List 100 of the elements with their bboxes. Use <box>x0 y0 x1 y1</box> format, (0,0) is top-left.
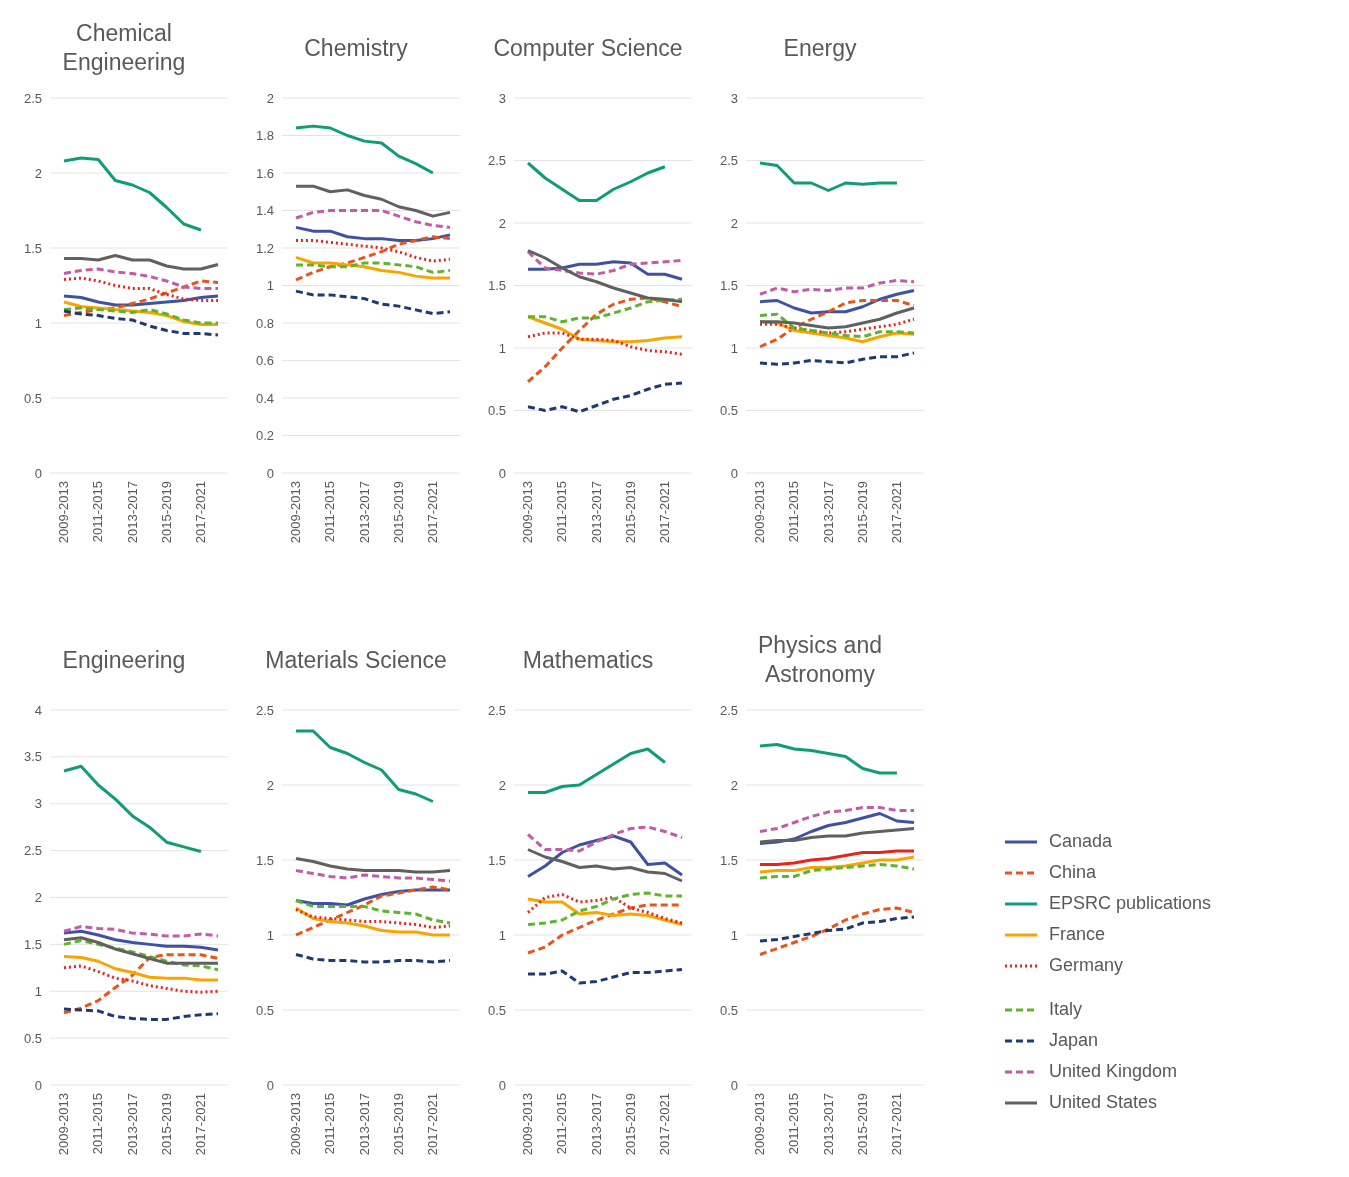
line-series <box>758 317 916 335</box>
chart-title: Physics and Astronomy <box>757 631 883 689</box>
y-tick-label: 2.5 <box>719 153 738 169</box>
y-tick-label: 2 <box>730 215 738 231</box>
y-tick-label: 1 <box>266 278 274 294</box>
y-tick-label: 0 <box>498 465 506 481</box>
y-tick-label: 1 <box>34 983 42 999</box>
x-tick-label: 2015-2019 <box>390 481 406 544</box>
y-tick-label: 0.5 <box>23 390 42 406</box>
x-tick-label: 2015-2019 <box>158 481 174 544</box>
y-tick-label: 0.5 <box>719 1002 738 1018</box>
x-tick-label: 2013-2017 <box>356 1093 372 1156</box>
line-series <box>526 250 684 276</box>
x-tick-label: 2011-2015 <box>322 1093 338 1155</box>
legend-label: Canada <box>1049 831 1113 852</box>
y-tick-label: 0 <box>498 1077 506 1093</box>
line-series <box>62 276 220 302</box>
y-tick-label: 1 <box>34 315 42 331</box>
y-tick-label: 1 <box>498 927 506 943</box>
x-tick-label: 2017-2021 <box>425 481 441 544</box>
y-tick-label: 1.4 <box>255 203 274 219</box>
line-series <box>758 855 916 874</box>
legend-label: EPSRC publications <box>1049 893 1212 914</box>
y-tick-label: 1.8 <box>255 128 274 144</box>
line-series <box>294 124 435 175</box>
x-tick-label: 2009-2013 <box>56 481 72 544</box>
x-tick-label: 2017-2021 <box>425 1093 441 1156</box>
chart-title: Engineering <box>61 645 187 675</box>
line-series <box>294 255 452 280</box>
x-tick-label: 2009-2013 <box>752 1093 768 1156</box>
line-series <box>294 184 452 218</box>
line-series <box>526 297 684 324</box>
x-tick-label: 2015-2019 <box>854 481 870 544</box>
legend-label: France <box>1049 924 1106 945</box>
x-tick-label: 2015-2019 <box>158 1093 174 1156</box>
y-tick-label: 2.5 <box>23 843 42 859</box>
y-tick-label: 0 <box>34 465 42 481</box>
line-series <box>758 289 916 315</box>
x-tick-label: 2009-2013 <box>520 481 536 544</box>
y-tick-label: 3.5 <box>23 749 42 765</box>
x-tick-label: 2011-2015 <box>90 1093 106 1155</box>
y-tick-label: 2 <box>266 90 274 106</box>
y-tick-label: 1.2 <box>255 240 274 256</box>
x-tick-label: 2011-2015 <box>90 481 106 543</box>
line-series <box>294 953 452 964</box>
line-series <box>526 249 684 304</box>
y-tick-label: 1.6 <box>255 165 274 181</box>
y-tick-label: 3 <box>498 90 506 106</box>
chart-title: Materials Science <box>264 645 448 675</box>
legend-label: United Kingdom <box>1049 1061 1178 1082</box>
line-series <box>62 929 220 952</box>
line-series <box>294 261 452 274</box>
line-series <box>62 294 220 307</box>
line-series <box>526 825 684 853</box>
line-series <box>758 806 916 833</box>
x-tick-label: 2013-2017 <box>588 481 604 544</box>
y-tick-label: 2.5 <box>719 702 738 718</box>
x-tick-label: 2013-2017 <box>124 1093 140 1156</box>
x-tick-label: 2017-2021 <box>193 481 209 544</box>
x-tick-label: 2011-2015 <box>322 481 338 543</box>
y-tick-label: 1.5 <box>23 240 42 256</box>
y-tick-label: 1.5 <box>719 852 738 868</box>
y-tick-label: 0.4 <box>255 390 274 406</box>
x-tick-label: 2009-2013 <box>288 1093 304 1156</box>
y-tick-label: 1.5 <box>255 852 274 868</box>
line-series <box>62 309 220 337</box>
x-tick-label: 2011-2015 <box>786 1093 802 1155</box>
x-tick-label: 2015-2019 <box>622 481 638 544</box>
x-tick-label: 2011-2015 <box>554 1093 570 1155</box>
line-series <box>62 254 220 271</box>
y-tick-label: 2.5 <box>487 153 506 169</box>
y-tick-label: 1.5 <box>719 278 738 294</box>
line-series <box>526 381 684 414</box>
x-tick-label: 2009-2013 <box>56 1093 72 1156</box>
legend-label: China <box>1049 862 1097 883</box>
legend-label: United States <box>1049 1092 1158 1113</box>
y-tick-label: 1.5 <box>487 852 506 868</box>
line-series <box>62 306 220 325</box>
line-series <box>294 906 452 937</box>
y-tick-label: 0.5 <box>255 1002 274 1018</box>
line-series <box>294 239 452 263</box>
line-series <box>294 729 435 803</box>
line-series <box>526 848 684 883</box>
line-series <box>758 306 916 330</box>
line-series <box>758 863 916 880</box>
line-series <box>62 267 220 290</box>
y-tick-label: 2 <box>498 215 506 231</box>
y-tick-label: 0 <box>34 1077 42 1093</box>
line-series <box>62 964 220 994</box>
chart-title: Energy <box>782 33 858 63</box>
line-series <box>62 279 220 317</box>
y-tick-label: 1 <box>266 927 274 943</box>
x-tick-label: 2009-2013 <box>288 481 304 544</box>
x-tick-label: 2015-2019 <box>622 1093 638 1156</box>
y-tick-label: 0.5 <box>719 403 738 419</box>
y-tick-label: 1 <box>730 927 738 943</box>
line-series <box>62 936 220 965</box>
y-tick-label: 2 <box>34 890 42 906</box>
line-series <box>62 953 220 1015</box>
y-tick-label: 2 <box>730 777 738 793</box>
